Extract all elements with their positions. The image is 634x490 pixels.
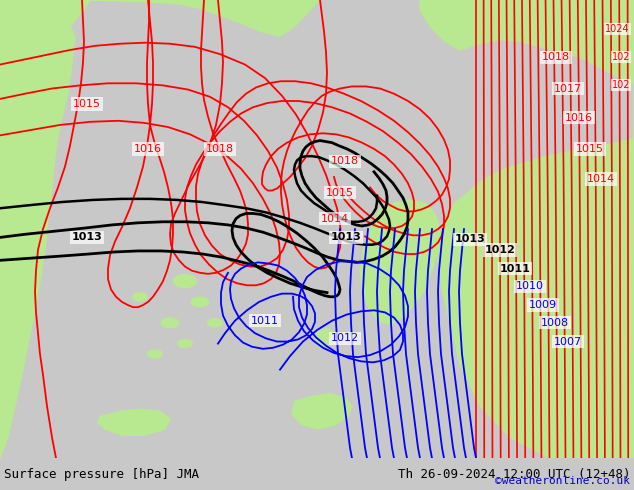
Text: 1018: 1018 — [206, 144, 234, 154]
Text: 1014: 1014 — [587, 174, 615, 184]
Polygon shape — [438, 0, 634, 458]
Text: 1018: 1018 — [331, 156, 359, 167]
Text: 1009: 1009 — [529, 300, 557, 310]
Polygon shape — [191, 297, 209, 307]
Text: Th 26-09-2024 12:00 UTC (12+48): Th 26-09-2024 12:00 UTC (12+48) — [398, 468, 630, 481]
Polygon shape — [178, 340, 193, 348]
Polygon shape — [98, 409, 170, 435]
Polygon shape — [315, 328, 335, 345]
Text: 1015: 1015 — [73, 99, 101, 109]
Text: 1015: 1015 — [326, 188, 354, 197]
Text: 1017: 1017 — [554, 83, 582, 94]
Polygon shape — [0, 0, 75, 458]
Text: 102: 102 — [612, 80, 630, 90]
Polygon shape — [0, 0, 320, 36]
Text: ©weatheronline.co.uk: ©weatheronline.co.uk — [495, 476, 630, 486]
Polygon shape — [162, 318, 179, 328]
Text: 1024: 1024 — [605, 24, 630, 34]
Text: 1011: 1011 — [500, 264, 531, 273]
Polygon shape — [133, 293, 148, 301]
Polygon shape — [0, 0, 22, 416]
Text: 1012: 1012 — [484, 245, 515, 255]
Text: 1007: 1007 — [554, 337, 582, 346]
Polygon shape — [148, 350, 162, 358]
Text: 1008: 1008 — [541, 318, 569, 328]
Text: 1016: 1016 — [565, 113, 593, 122]
Text: 1010: 1010 — [516, 281, 544, 292]
Text: 1012: 1012 — [331, 333, 359, 343]
Text: 1015: 1015 — [576, 144, 604, 154]
Text: 1013: 1013 — [72, 232, 102, 243]
Polygon shape — [360, 200, 440, 325]
Polygon shape — [208, 318, 223, 327]
Polygon shape — [174, 274, 197, 288]
Text: 102: 102 — [612, 52, 630, 62]
Text: 1016: 1016 — [134, 144, 162, 154]
Text: 1013: 1013 — [330, 232, 361, 243]
Text: 1013: 1013 — [455, 235, 486, 245]
Text: 1011: 1011 — [251, 316, 279, 326]
Text: 1018: 1018 — [542, 52, 570, 62]
Polygon shape — [420, 0, 634, 83]
Text: Surface pressure [hPa] JMA: Surface pressure [hPa] JMA — [4, 468, 199, 481]
Polygon shape — [0, 0, 90, 73]
Polygon shape — [292, 393, 352, 429]
Text: 1014: 1014 — [321, 214, 349, 223]
